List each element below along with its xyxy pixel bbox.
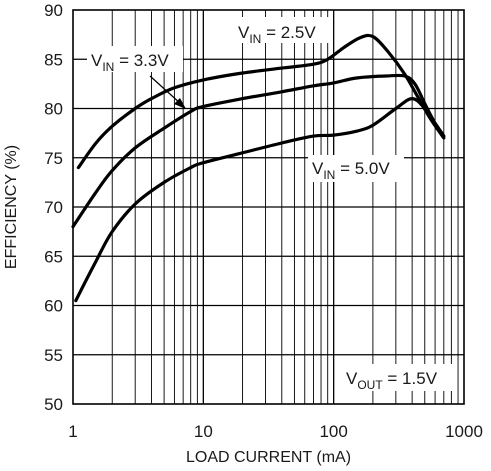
y-tick-label: 75 — [44, 149, 63, 168]
annotation-vin-2-5v: VIN = 2.5V — [238, 23, 316, 46]
series-line-2 — [74, 97, 446, 303]
y-tick-label: 70 — [44, 198, 63, 217]
y-tick-label: 85 — [44, 50, 63, 69]
series-line-1 — [71, 73, 446, 229]
y-tick-label: 80 — [44, 100, 63, 119]
x-axis-title: LOAD CURRENT (mA) — [186, 449, 351, 466]
plot-frame — [72, 9, 465, 405]
x-tick-label: 1000 — [445, 422, 483, 441]
y-tick-label: 60 — [44, 297, 63, 316]
annotation-vin-5-0v: VIN = 5.0V — [312, 159, 390, 182]
annotation-vin-3-3v: VIN = 3.3V — [91, 51, 169, 74]
series-line-0 — [76, 33, 446, 170]
y-tick-label: 55 — [44, 346, 63, 365]
y-tick-label: 65 — [44, 247, 63, 266]
series-layer — [71, 33, 446, 303]
annotation-vout-1-5v: VOUT = 1.5V — [346, 369, 438, 392]
x-tick-label: 10 — [194, 422, 213, 441]
grid — [73, 10, 464, 404]
y-tick-label: 90 — [44, 1, 63, 20]
tick-labels: 50 55 60 65 70 75 80 85 90 1 10 100 1000 — [44, 1, 483, 441]
annotation-arrow — [149, 75, 186, 109]
x-tick-label: 100 — [319, 422, 347, 441]
x-tick-label: 1 — [68, 422, 77, 441]
y-tick-label: 50 — [44, 395, 63, 414]
y-axis-title: EFFICIENCY (%) — [3, 145, 20, 269]
